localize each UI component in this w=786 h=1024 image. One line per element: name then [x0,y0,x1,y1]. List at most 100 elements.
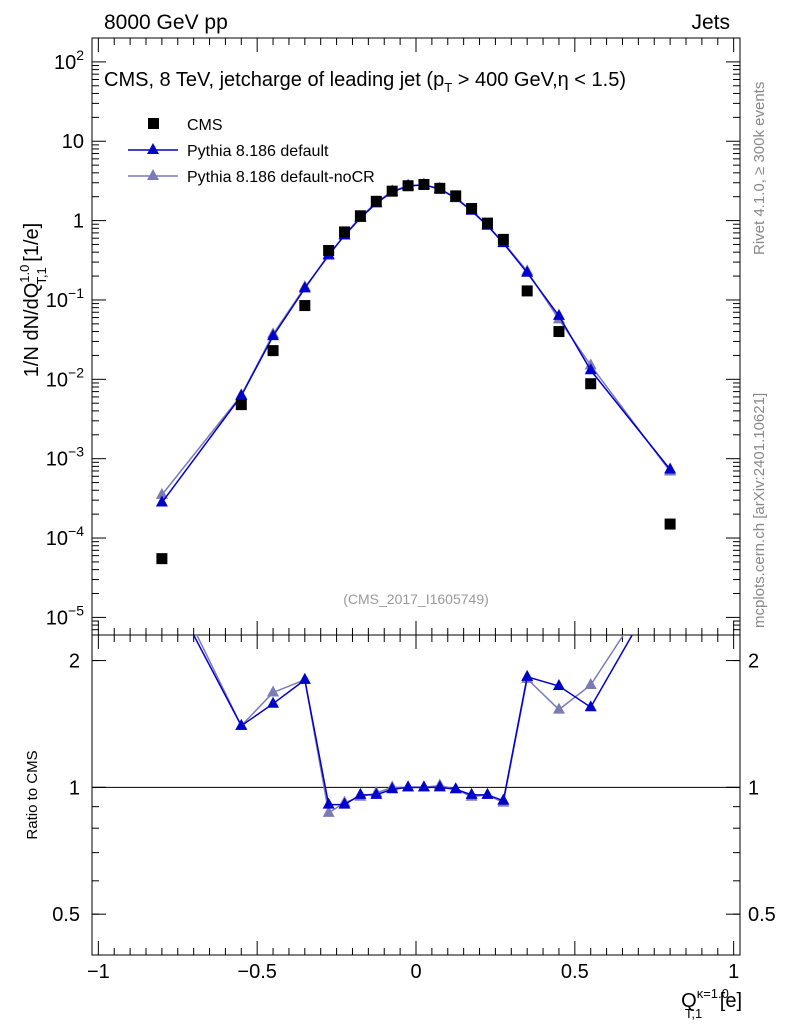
ratio-point-default [465,787,478,799]
data-point-cms [553,326,565,338]
ratio-point-nocr [552,702,565,714]
ratio-tick-label-left: 1 [69,777,80,799]
ratio-point-default [370,787,383,799]
y-tick-label-exp: 2 [76,47,84,63]
data-point-cms [402,180,414,192]
y-tick-label-base: 10 [46,607,68,629]
data-point-default [664,462,677,474]
ratio-plot-frame [91,634,741,956]
ratio-point-nocr [322,805,335,817]
ratio-y-axis-label: Ratio to CMS [24,750,41,839]
y-tick-label-base: 10 [46,449,68,471]
data-point-cms [450,190,462,202]
ratio-point-default [322,797,335,809]
ratio-line-default [192,635,634,806]
data-point-cms [156,553,168,565]
y-axis-label-main: 1/N dN/dQ [21,283,43,377]
y-tick-label: 1 [73,211,84,233]
ratio-point-default [481,787,494,799]
y-axis-label-unit: [1/e] [21,223,43,267]
side-label-top: Rivet 4.1.0, ≥ 300k events [751,82,768,255]
ratio-tick-label-right: 0.5 [748,904,776,926]
y-tick-label-base: 1 [73,211,84,233]
data-point-default [298,281,311,293]
ratio-point-default [402,780,415,792]
y-tick-label: 10−3 [46,444,84,471]
chart-title-main: CMS, 8 TeV, jetcharge of leading jet (p [104,69,444,91]
x-axis-label: Qκ=1.0 T,1 [e] [681,986,742,1021]
chart-title-sub: T [444,80,452,95]
header-right: Jets [691,11,730,34]
ratio-point-default [449,782,462,794]
legend-default-marker [147,143,159,154]
y-axis-label-sup: 1.0 [17,265,32,283]
data-point-cms [585,378,597,390]
data-point-cms [466,203,478,215]
header-left: 8000 GeV pp [104,11,228,34]
data-point-default [584,363,597,375]
data-point-default [521,265,534,277]
y-tick-label-exp: −3 [68,444,84,460]
ratio-point-default [338,797,351,809]
y-tick-label-base: 10 [54,52,76,74]
ratio-point-default [386,782,399,794]
ratio-point-default [235,718,248,730]
ratio-point-default [417,780,430,792]
y-tick-label-base: 10 [62,131,84,153]
data-point-cms [481,217,493,229]
ratio-point-default [552,679,565,691]
y-axis-label-sub: T,1 [34,267,49,284]
x-tick-label: −1 [87,961,110,983]
ratio-point-nocr [584,677,597,689]
y-tick-label-base: 10 [46,369,68,391]
analysis-id: (CMS_2017_I1605749) [343,591,489,607]
data-point-cms [664,518,676,530]
legend-cms-marker [148,118,159,129]
series-line-nocr [161,183,671,496]
data-point-default [235,388,248,400]
data-point-cms [267,345,279,357]
series-line-default [161,184,671,503]
data-point-cms [235,399,247,411]
data-point-cms [339,226,351,238]
ratio-point-default [433,780,446,792]
legend-default-label: Pythia 8.186 default [187,143,329,160]
y-tick-label: 10−5 [46,602,84,629]
data-point-cms [521,285,533,297]
ratio-point-default [521,669,534,681]
y-tick-label: 10−2 [46,364,84,391]
ratio-axis-ticks: −1 −0.5 0 0.5 1 0.5 0.5 1 1 2 2 [52,635,776,983]
ratio-point-default [664,562,676,573]
ratio-plot-series [156,562,676,817]
y-axis-label-text: 1/N dN/dQ1.0 T,1 [1/e] [17,223,49,377]
ratio-point-default [267,696,280,708]
x-axis-label-unit: [e] [714,990,742,1012]
ratio-tick-label-left: 2 [69,651,80,673]
y-tick-label: 10−1 [46,285,84,312]
data-point-cms [497,233,509,245]
legend-nocr-marker [147,169,159,180]
y-tick-label-exp: −5 [68,602,84,618]
data-point-cms [299,300,311,312]
y-tick-label: 102 [54,47,84,74]
chart-title-rest: > 400 GeV,η < 1.5) [452,69,626,91]
y-axis-label: 1/N dN/dQ1.0 T,1 [1/e] [17,223,49,377]
data-point-cms [354,210,366,222]
data-point-cms [418,179,430,191]
data-point-cms [386,185,398,197]
data-point-default [155,495,168,507]
x-axis-label-sub: T,1 [685,1006,702,1021]
data-point-cms [434,182,446,194]
ratio-point-default [497,793,510,805]
x-tick-label: −0.5 [237,961,276,983]
legend: CMS Pythia 8.186 default Pythia 8.186 de… [128,117,375,186]
data-point-cms [323,245,335,257]
y-tick-label-exp: −1 [68,285,84,301]
ratio-tick-label-right: 2 [748,651,759,673]
ratio-series-clip [156,562,676,817]
legend-nocr-label: Pythia 8.186 default-noCR [187,169,375,186]
data-point-nocr [155,487,168,499]
x-axis-label-main: Q [681,990,697,1012]
ratio-point-default [156,568,168,579]
